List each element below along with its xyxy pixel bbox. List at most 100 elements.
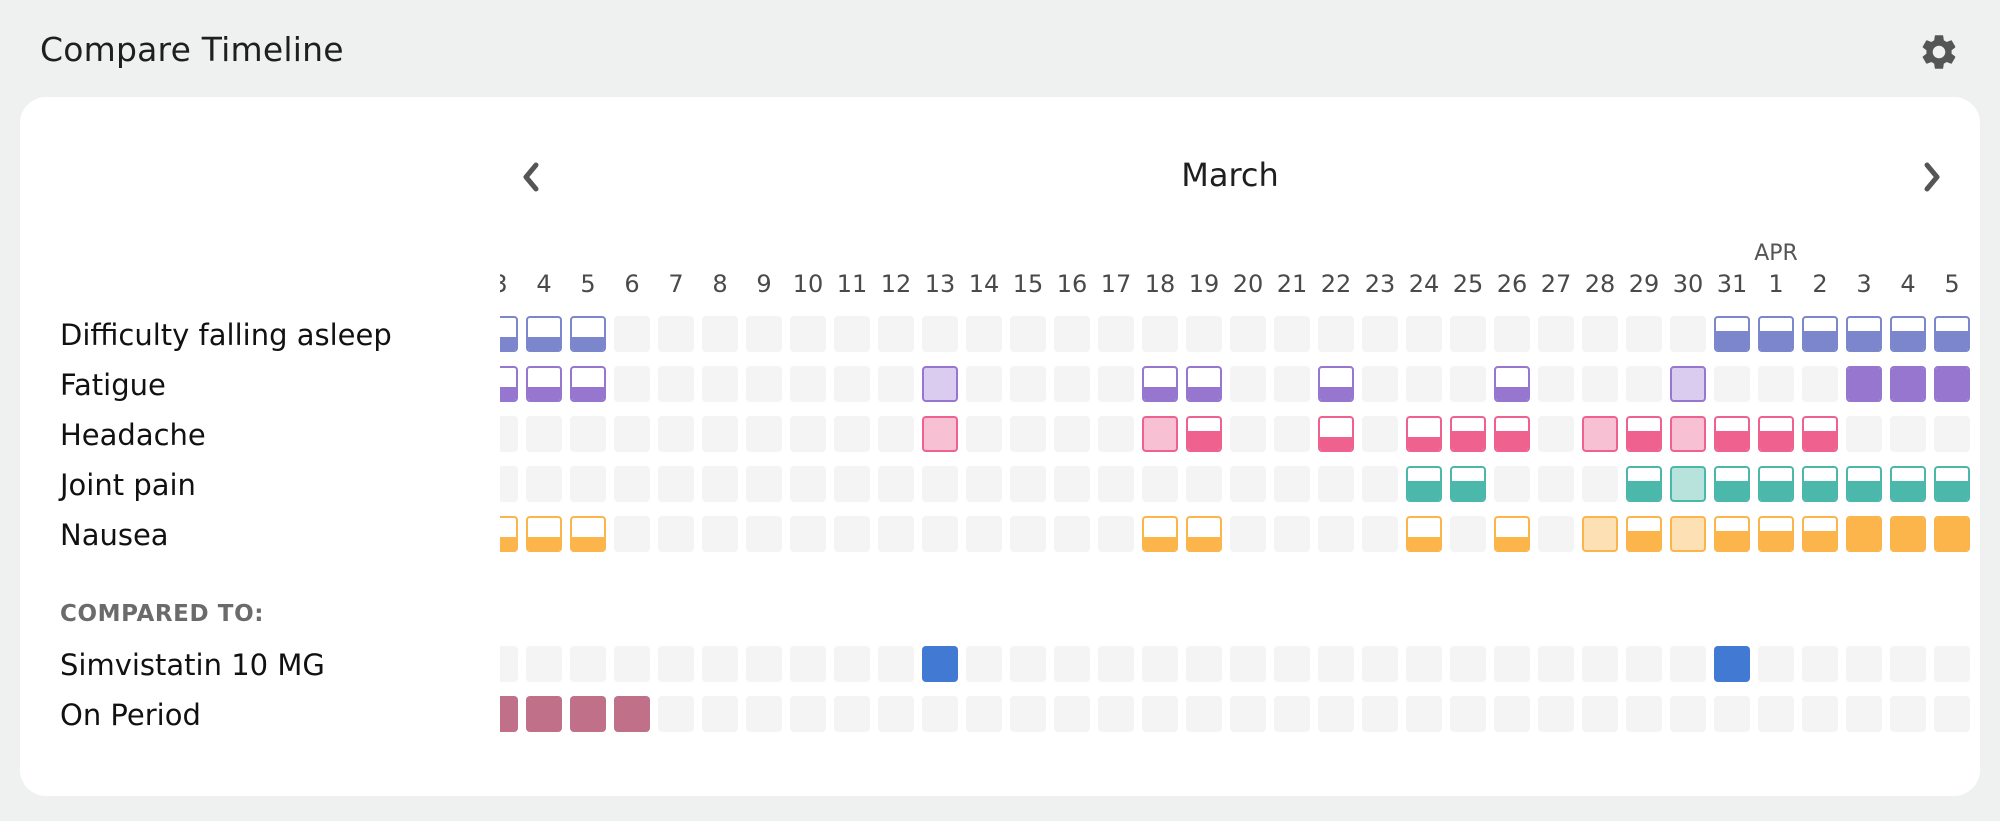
day-cell[interactable] [1406, 466, 1442, 502]
day-cell[interactable] [1098, 466, 1134, 502]
day-cell[interactable] [658, 416, 694, 452]
day-cell[interactable] [1142, 696, 1178, 732]
day-cell[interactable] [1362, 366, 1398, 402]
day-cell[interactable] [1934, 646, 1970, 682]
day-cell[interactable] [1670, 646, 1706, 682]
day-cell[interactable] [1098, 646, 1134, 682]
day-cell[interactable] [1582, 516, 1618, 552]
day-cell[interactable] [1670, 466, 1706, 502]
day-cell[interactable] [1494, 366, 1530, 402]
day-cell[interactable] [922, 646, 958, 682]
day-cell[interactable] [1450, 516, 1486, 552]
day-cell[interactable] [1010, 646, 1046, 682]
day-cell[interactable] [1626, 416, 1662, 452]
day-cell[interactable] [1890, 696, 1926, 732]
day-cell[interactable] [1714, 316, 1750, 352]
day-cell[interactable] [1230, 696, 1266, 732]
day-cell[interactable] [1054, 516, 1090, 552]
day-cell[interactable] [834, 316, 870, 352]
day-cell[interactable] [1494, 416, 1530, 452]
day-cell[interactable] [1494, 696, 1530, 732]
day-cell[interactable] [1186, 366, 1222, 402]
day-cell[interactable] [878, 516, 914, 552]
day-cell[interactable] [1054, 316, 1090, 352]
day-cell[interactable] [526, 646, 562, 682]
day-cell[interactable] [1538, 316, 1574, 352]
day-cell[interactable] [570, 516, 606, 552]
day-cell[interactable] [1934, 466, 1970, 502]
day-cell[interactable] [1890, 416, 1926, 452]
day-cell[interactable] [746, 416, 782, 452]
day-cell[interactable] [966, 466, 1002, 502]
day-cell[interactable] [1802, 366, 1838, 402]
day-cell[interactable] [526, 466, 562, 502]
day-cell[interactable] [570, 646, 606, 682]
day-cell[interactable] [1450, 646, 1486, 682]
day-cell[interactable] [1846, 646, 1882, 682]
day-cell[interactable] [746, 516, 782, 552]
day-cell[interactable] [1494, 646, 1530, 682]
day-cell[interactable] [878, 416, 914, 452]
day-cell[interactable] [1450, 316, 1486, 352]
day-cell[interactable] [1054, 696, 1090, 732]
day-cell[interactable] [1098, 516, 1134, 552]
day-cell[interactable] [1846, 366, 1882, 402]
day-cell[interactable] [790, 646, 826, 682]
day-cell[interactable] [878, 366, 914, 402]
day-cell[interactable] [1934, 696, 1970, 732]
day-cell[interactable] [1846, 466, 1882, 502]
day-cell[interactable] [1670, 366, 1706, 402]
day-cell[interactable] [500, 516, 518, 552]
day-cell[interactable] [1626, 696, 1662, 732]
day-cell[interactable] [1318, 416, 1354, 452]
day-cell[interactable] [1318, 646, 1354, 682]
day-cell[interactable] [966, 366, 1002, 402]
day-cell[interactable] [1098, 316, 1134, 352]
day-cell[interactable] [966, 416, 1002, 452]
day-cell[interactable] [658, 316, 694, 352]
day-cell[interactable] [922, 316, 958, 352]
day-cell[interactable] [702, 366, 738, 402]
day-cell[interactable] [570, 466, 606, 502]
day-cell[interactable] [878, 466, 914, 502]
day-cell[interactable] [1142, 316, 1178, 352]
day-cell[interactable] [790, 366, 826, 402]
day-cell[interactable] [1450, 696, 1486, 732]
day-cell[interactable] [500, 646, 518, 682]
day-cell[interactable] [922, 416, 958, 452]
day-cell[interactable] [1626, 316, 1662, 352]
day-cell[interactable] [1318, 516, 1354, 552]
day-cell[interactable] [1802, 466, 1838, 502]
day-cell[interactable] [922, 516, 958, 552]
day-cell[interactable] [1010, 416, 1046, 452]
day-cell[interactable] [966, 646, 1002, 682]
day-cell[interactable] [702, 316, 738, 352]
day-cell[interactable] [570, 316, 606, 352]
day-cell[interactable] [1406, 416, 1442, 452]
day-cell[interactable] [1758, 366, 1794, 402]
day-cell[interactable] [746, 646, 782, 682]
gear-icon[interactable] [1918, 31, 1960, 73]
day-cell[interactable] [1582, 316, 1618, 352]
day-cell[interactable] [1846, 516, 1882, 552]
day-cell[interactable] [966, 696, 1002, 732]
day-cell[interactable] [614, 466, 650, 502]
day-cell[interactable] [1362, 416, 1398, 452]
day-cell[interactable] [1758, 696, 1794, 732]
day-cell[interactable] [1846, 316, 1882, 352]
day-cell[interactable] [526, 316, 562, 352]
day-cell[interactable] [1626, 466, 1662, 502]
day-cell[interactable] [1010, 366, 1046, 402]
day-cell[interactable] [878, 316, 914, 352]
day-cell[interactable] [790, 516, 826, 552]
day-cell[interactable] [1758, 466, 1794, 502]
day-cell[interactable] [878, 646, 914, 682]
day-cell[interactable] [922, 466, 958, 502]
day-cell[interactable] [1582, 696, 1618, 732]
day-cell[interactable] [1582, 416, 1618, 452]
day-cell[interactable] [746, 696, 782, 732]
day-cell[interactable] [834, 696, 870, 732]
day-cell[interactable] [1494, 316, 1530, 352]
day-cell[interactable] [1450, 466, 1486, 502]
day-cell[interactable] [702, 416, 738, 452]
